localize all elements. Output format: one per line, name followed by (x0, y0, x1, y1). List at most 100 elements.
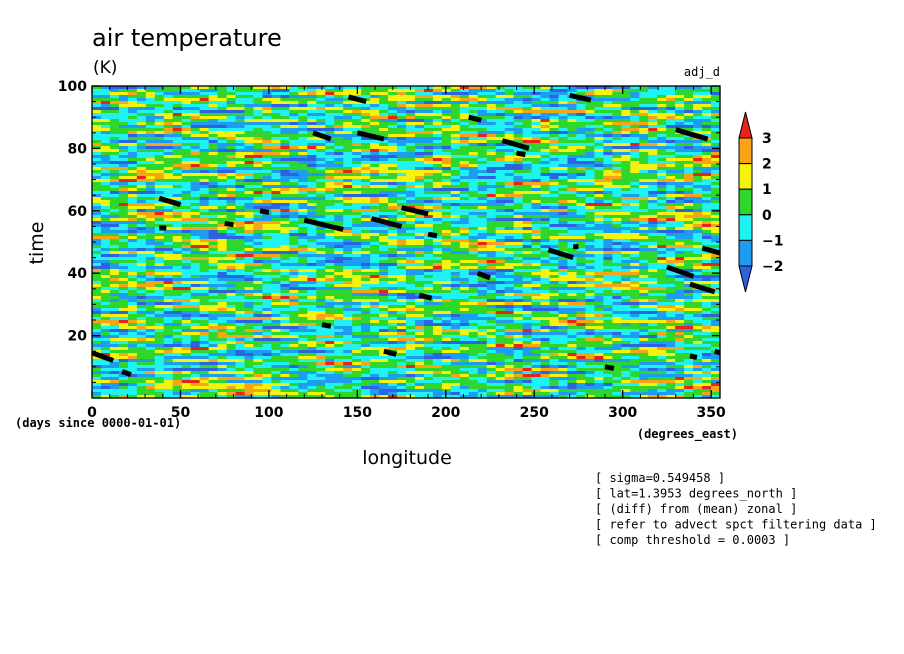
heatmap-cell (127, 113, 138, 117)
heatmap-cell (289, 206, 299, 210)
heatmap-cell (675, 167, 685, 171)
heatmap-cell (298, 182, 308, 186)
heatmap-cell (513, 251, 524, 255)
heatmap-cell (612, 248, 622, 252)
heatmap-cell (235, 248, 246, 252)
heatmap-cell (343, 167, 353, 171)
heatmap-cell (432, 242, 443, 246)
heatmap-cell (289, 236, 299, 240)
heatmap-cell (289, 179, 299, 183)
heatmap-cell (702, 158, 712, 162)
heatmap-cell (639, 245, 649, 249)
heatmap-cell (441, 134, 452, 138)
heatmap-cell (504, 110, 515, 114)
heatmap-cell (334, 248, 344, 252)
heatmap-cell (711, 158, 721, 162)
heatmap-cell (136, 254, 147, 258)
heatmap-cell (648, 128, 658, 132)
heatmap-cell (585, 191, 595, 195)
heatmap-cell (217, 248, 228, 252)
heatmap-cell (612, 185, 622, 189)
heatmap-cell (163, 98, 174, 102)
heatmap-cell (414, 203, 425, 207)
heatmap-cell (621, 245, 631, 249)
heatmap-cell (334, 296, 344, 300)
heatmap-cell (253, 128, 264, 132)
heatmap-cell (199, 107, 210, 111)
heatmap-cell (370, 122, 380, 126)
heatmap-cell (702, 89, 712, 93)
heatmap-cell (522, 203, 533, 207)
heatmap-cell (118, 254, 129, 258)
heatmap-cell (513, 245, 524, 249)
heatmap-cell (549, 128, 560, 132)
heatmap-cell (495, 272, 506, 276)
heatmap-cell (630, 146, 640, 150)
heatmap-cell (172, 125, 183, 129)
heatmap-cell (486, 182, 497, 186)
heatmap-cell (352, 260, 362, 264)
heatmap-cell (594, 230, 604, 234)
heatmap-cell (684, 164, 694, 168)
heatmap-cell (136, 119, 147, 123)
heatmap-cell (504, 191, 515, 195)
heatmap-cell (702, 215, 712, 219)
heatmap-cell (531, 257, 542, 261)
heatmap-cell (666, 101, 676, 105)
heatmap-cell (109, 299, 120, 303)
heatmap-cell (693, 290, 703, 294)
heatmap-cell (621, 131, 631, 135)
heatmap-cell (109, 245, 120, 249)
heatmap-cell (693, 215, 703, 219)
heatmap-cell (558, 275, 569, 279)
heatmap-cell (280, 212, 290, 216)
heatmap-cell (298, 263, 308, 267)
heatmap-cell (567, 110, 578, 114)
heatmap-cell (495, 134, 506, 138)
heatmap-cell (136, 122, 147, 126)
heatmap-cell (639, 266, 649, 270)
heatmap-cell (217, 161, 228, 165)
heatmap-cell (414, 281, 425, 285)
heatmap-cell (154, 131, 165, 135)
heatmap-cell (657, 170, 667, 174)
heatmap-cell (648, 110, 658, 114)
heatmap-cell (145, 215, 156, 219)
heatmap-cell (334, 287, 344, 291)
heatmap-cell (298, 230, 308, 234)
heatmap-cell (648, 248, 658, 252)
heatmap-cell (639, 257, 649, 261)
heatmap-cell (325, 254, 335, 258)
heatmap-cell (109, 257, 120, 261)
heatmap-cell (531, 206, 542, 210)
heatmap-cell (603, 275, 613, 279)
heatmap-cell (280, 263, 290, 267)
heatmap-cell (702, 95, 712, 99)
heatmap-cell (432, 152, 443, 156)
heatmap-cell (307, 245, 317, 249)
heatmap-cell (477, 203, 488, 207)
heatmap-cell (450, 86, 461, 90)
heatmap-cell (100, 200, 111, 204)
heatmap-cell (190, 263, 201, 267)
heatmap-cell (675, 194, 685, 198)
heatmap-cell (675, 254, 685, 258)
heatmap-cell (621, 230, 631, 234)
heatmap-cell (361, 137, 371, 141)
heatmap-cell (522, 227, 533, 231)
heatmap-cell (486, 236, 497, 240)
heatmap-cell (235, 191, 246, 195)
heatmap-cell (585, 173, 595, 177)
heatmap-cell (504, 95, 515, 99)
heatmap-cell (334, 254, 344, 258)
heatmap-cell (262, 242, 273, 246)
heatmap-cell (397, 173, 407, 177)
heatmap-cell (271, 299, 281, 303)
heatmap-cell (145, 272, 156, 276)
heatmap-cell (639, 200, 649, 204)
heatmap-cell (594, 125, 604, 129)
heatmap-cell (154, 86, 165, 90)
heatmap-cell (612, 113, 622, 117)
heatmap-cell (343, 155, 353, 159)
heatmap-cell (154, 200, 165, 204)
